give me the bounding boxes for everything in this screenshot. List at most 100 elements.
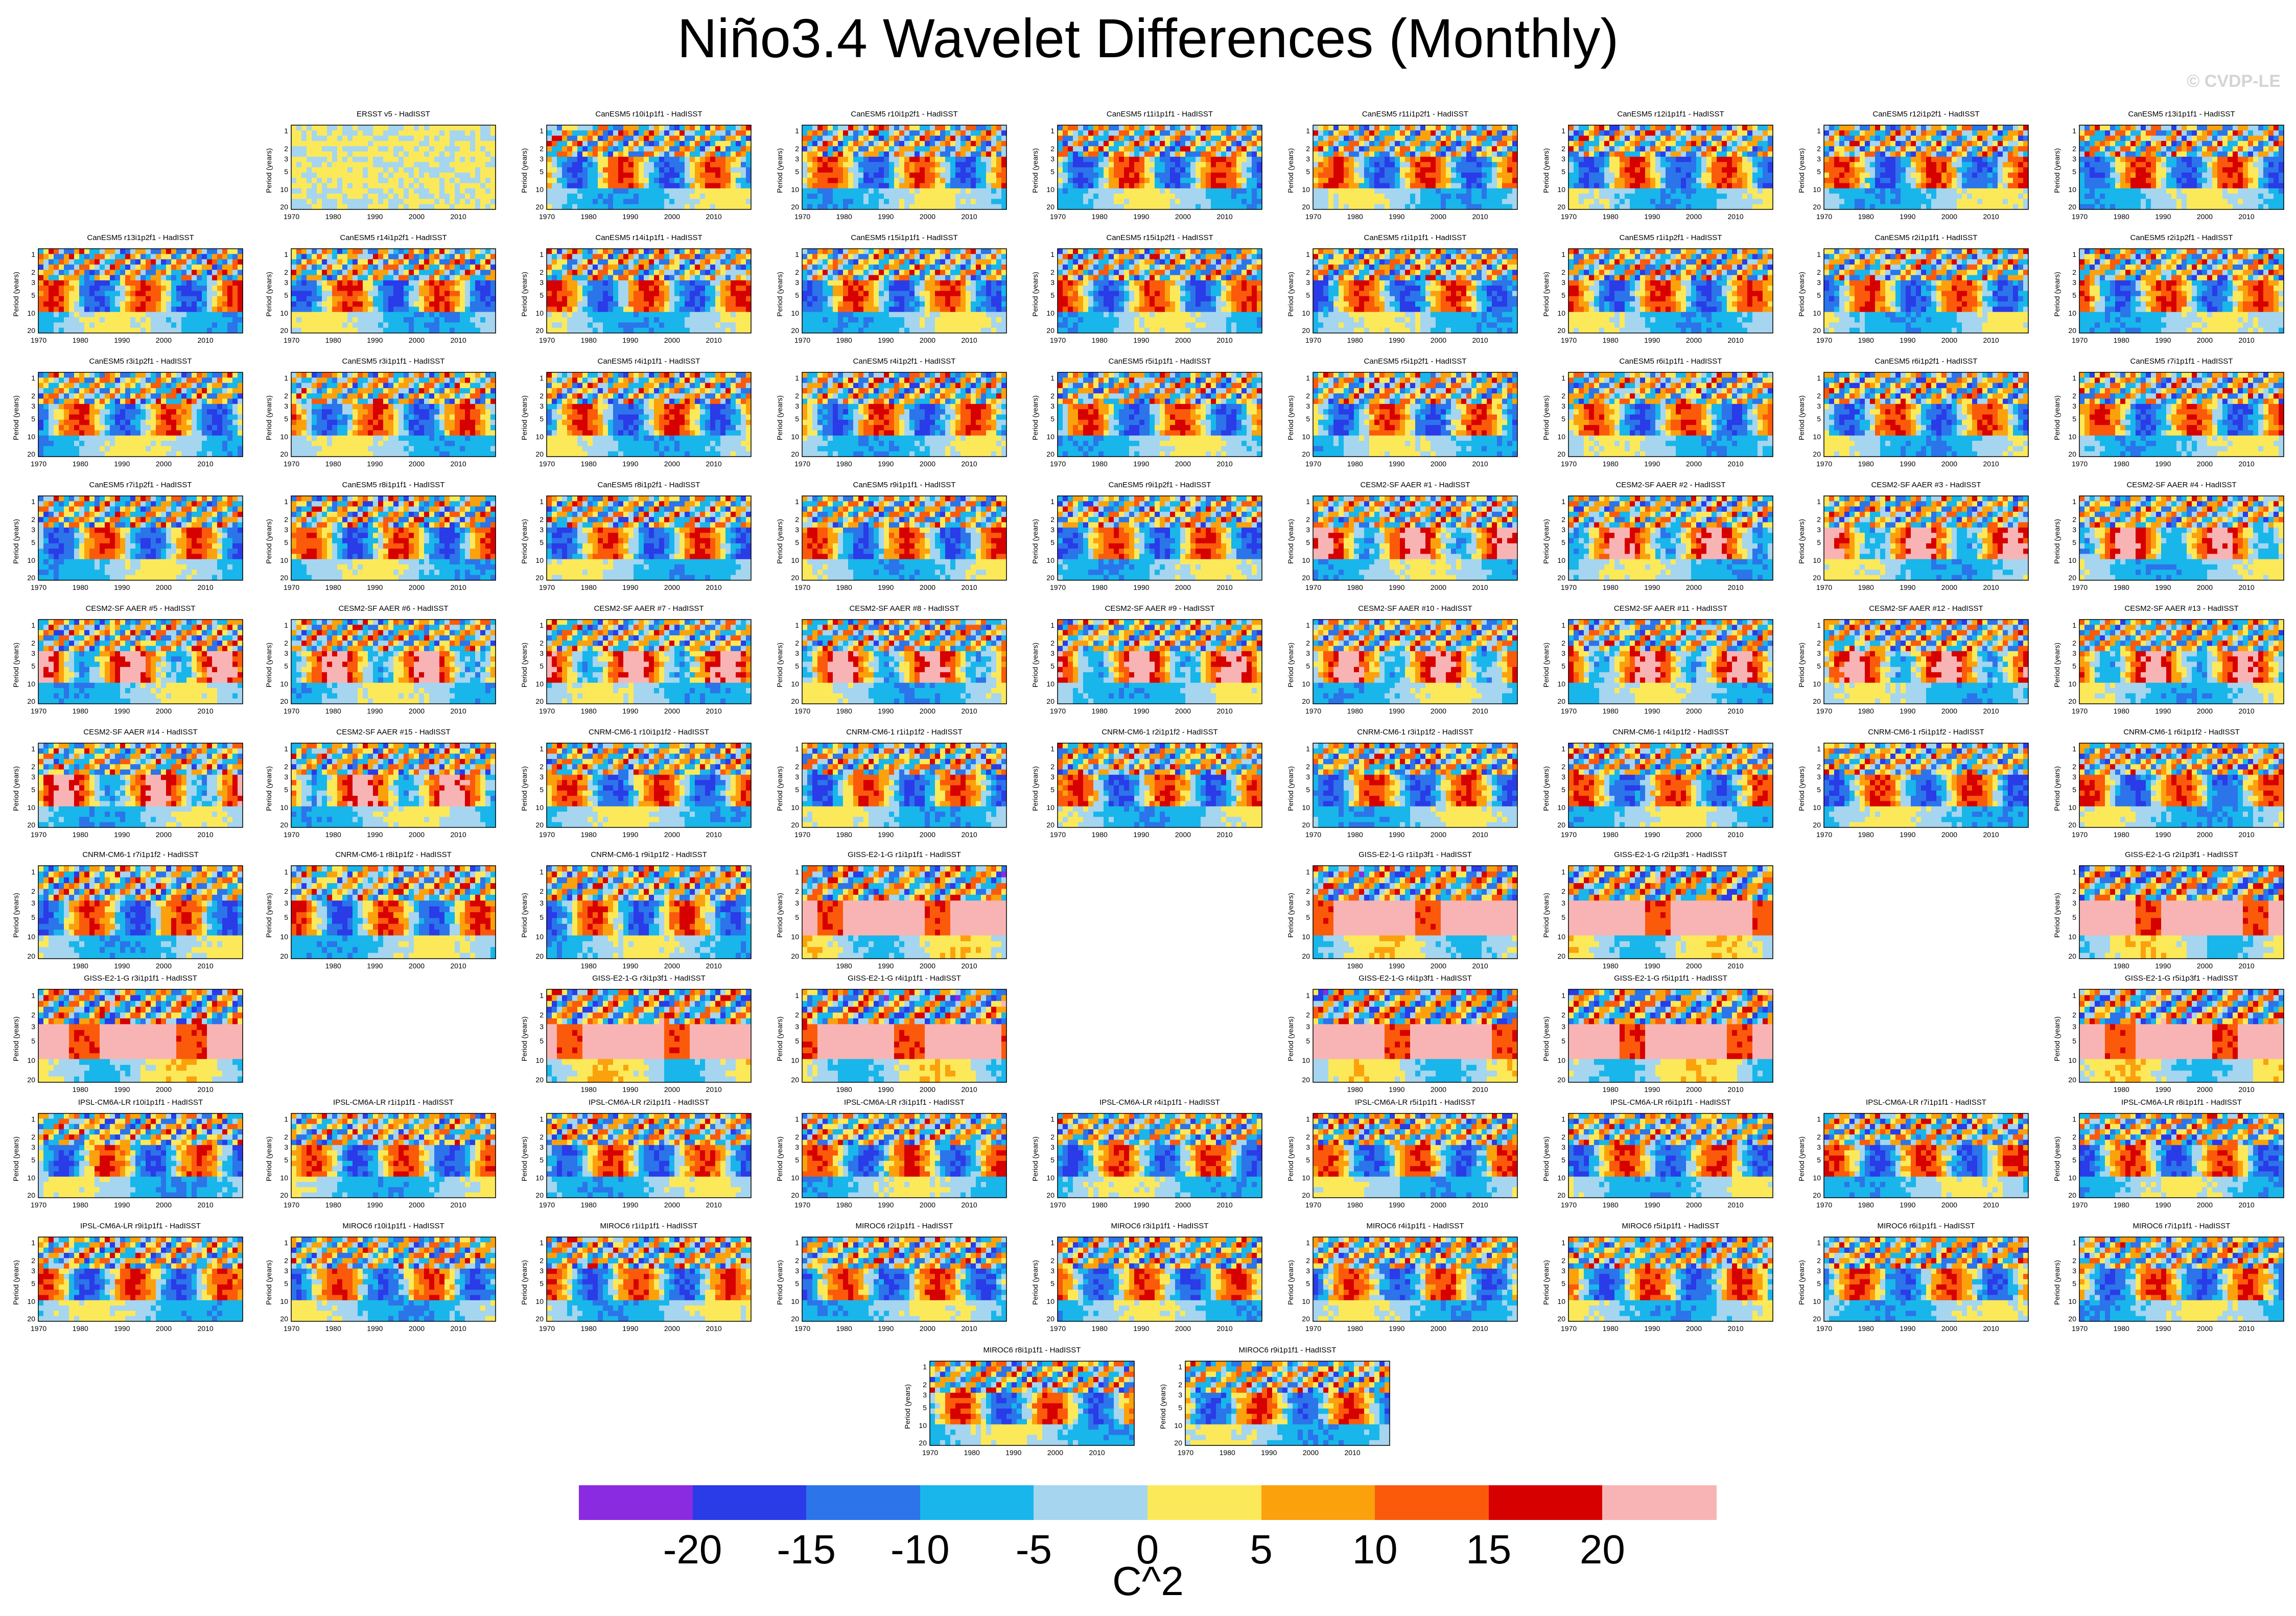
heatmap-cell xyxy=(930,172,935,178)
heatmap-cell xyxy=(588,130,593,136)
heatmap-cell xyxy=(588,199,593,205)
heatmap-cell xyxy=(1768,188,1773,194)
heatmap-cell xyxy=(1936,188,1942,194)
heatmap-cell xyxy=(996,194,1002,199)
heatmap-cell xyxy=(424,199,430,205)
heatmap-cell xyxy=(2079,125,2085,131)
x-tick-label: 1970 xyxy=(1050,212,1066,221)
heatmap-cell xyxy=(1165,199,1170,205)
heatmap-cell xyxy=(1456,156,1462,162)
heatmap-cell xyxy=(823,151,828,157)
heatmap-cell xyxy=(1323,194,1329,199)
heatmap-cell xyxy=(1323,130,1329,136)
heatmap-cell xyxy=(1436,146,1441,152)
heatmap-cell xyxy=(2008,199,2013,205)
heatmap-cell xyxy=(2192,135,2197,141)
heatmap-cell xyxy=(1706,125,1712,131)
heatmap-cell xyxy=(1226,204,1232,210)
heatmap-cell xyxy=(608,204,614,210)
heatmap-cell xyxy=(613,135,619,141)
heatmap-cell xyxy=(1425,140,1431,147)
heatmap-cell xyxy=(2238,125,2243,131)
heatmap-cell xyxy=(1451,151,1457,157)
heatmap-cell xyxy=(874,140,879,147)
heatmap-cell xyxy=(1768,135,1773,141)
heatmap-cell xyxy=(1717,194,1722,199)
heatmap-cell xyxy=(1589,178,1595,184)
heatmap-cell xyxy=(884,204,889,210)
heatmap-cell xyxy=(450,194,455,199)
heatmap-cell xyxy=(1098,151,1104,157)
heatmap-cell xyxy=(2238,167,2243,173)
heatmap-cell xyxy=(690,183,695,189)
heatmap-cell xyxy=(1379,194,1385,199)
heatmap-cell xyxy=(1160,188,1165,194)
heatmap-cell xyxy=(383,140,389,147)
heatmap-cell xyxy=(1441,156,1446,162)
heatmap-cell xyxy=(2268,151,2274,157)
heatmap-cell xyxy=(1911,135,1916,141)
heatmap-cell xyxy=(603,167,608,173)
heatmap-cell xyxy=(960,178,966,184)
heatmap-cell xyxy=(1574,178,1579,184)
heatmap-cell xyxy=(1906,167,1911,173)
heatmap-cell xyxy=(705,140,711,147)
heatmap-cell xyxy=(1364,188,1370,194)
heatmap-cell xyxy=(705,135,711,141)
heatmap-cell xyxy=(690,178,695,184)
heatmap-cell xyxy=(639,178,644,184)
heatmap-cell xyxy=(685,172,690,178)
heatmap-cell xyxy=(2228,130,2233,136)
heatmap-cell xyxy=(1252,135,1257,141)
heatmap-cell xyxy=(649,156,654,162)
heatmap-cell xyxy=(1369,178,1375,184)
heatmap-cell xyxy=(404,151,409,157)
heatmap-cell xyxy=(1150,140,1155,147)
heatmap-cell xyxy=(2146,151,2151,157)
heatmap-cell xyxy=(1155,172,1160,178)
heatmap-cell xyxy=(874,130,879,136)
heatmap-cell xyxy=(1574,125,1579,131)
heatmap-cell xyxy=(1241,146,1247,152)
heatmap-cell xyxy=(828,172,833,178)
heatmap-cell xyxy=(1093,130,1099,136)
heatmap-cell xyxy=(373,140,379,147)
heatmap-cell xyxy=(1502,156,1508,162)
heatmap-cell xyxy=(920,130,925,136)
heatmap-cell xyxy=(582,135,588,141)
heatmap-cell xyxy=(588,156,593,162)
heatmap-cell xyxy=(848,167,854,173)
heatmap-cell xyxy=(1855,135,1860,141)
heatmap-cell xyxy=(628,167,634,173)
heatmap-cell xyxy=(654,140,660,147)
heatmap-cell xyxy=(828,162,833,168)
heatmap-cell xyxy=(1104,183,1109,189)
heatmap-cell xyxy=(1579,130,1584,136)
x-tick-label: 1990 xyxy=(1133,212,1149,221)
heatmap-cell xyxy=(731,140,736,147)
heatmap-cell xyxy=(399,146,404,152)
heatmap-cell xyxy=(1849,178,1855,184)
heatmap-cell xyxy=(1134,162,1140,168)
heatmap-cell xyxy=(848,140,854,147)
heatmap-cell xyxy=(1987,162,1993,168)
heatmap-cell xyxy=(363,194,368,199)
heatmap-cell xyxy=(1395,156,1400,162)
heatmap-cell xyxy=(1129,162,1135,168)
heatmap-cell xyxy=(1405,151,1411,157)
heatmap-cell xyxy=(1216,167,1222,173)
heatmap-cell xyxy=(557,178,563,184)
heatmap-cell xyxy=(1599,135,1605,141)
heatmap-cell xyxy=(1860,188,1865,194)
heatmap-cell xyxy=(817,162,823,168)
heatmap-cell xyxy=(812,199,818,205)
heatmap-cell xyxy=(414,178,419,184)
heatmap-cell xyxy=(1666,130,1671,136)
heatmap-cell xyxy=(1252,162,1257,168)
x-tick-label: 1990 xyxy=(622,212,638,221)
heatmap-cell xyxy=(1446,183,1451,189)
heatmap-cell xyxy=(1972,199,1978,205)
heatmap-cell xyxy=(2136,162,2141,168)
heatmap-cell xyxy=(1906,151,1911,157)
heatmap-cell xyxy=(1604,162,1610,168)
